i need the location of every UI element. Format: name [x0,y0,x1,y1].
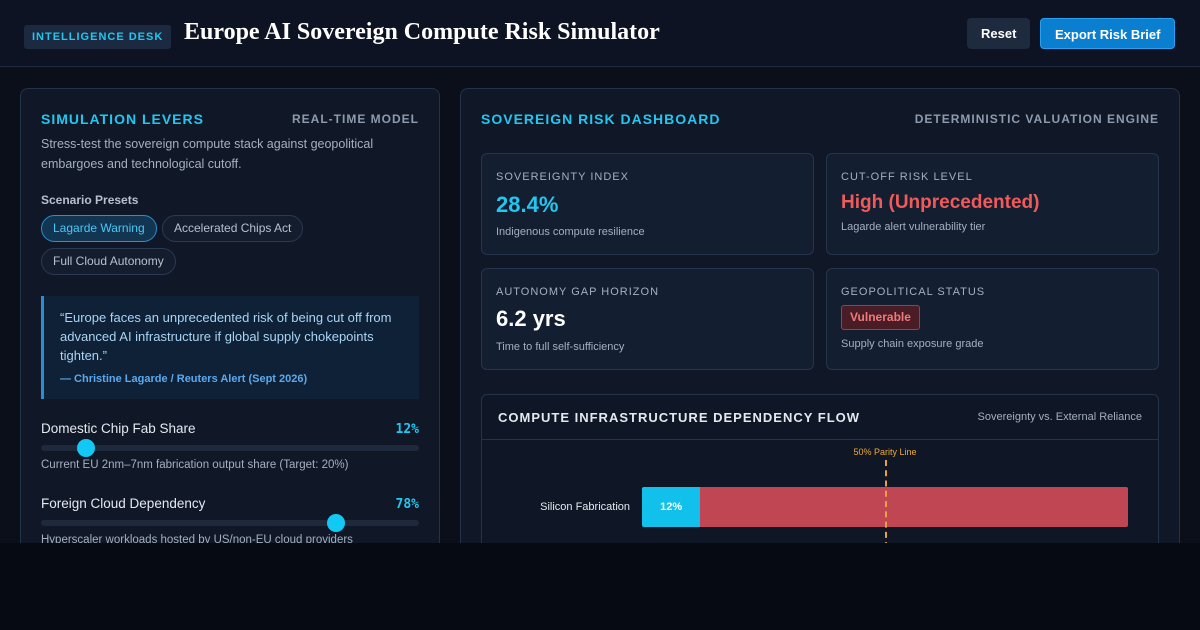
slider-label: Foreign Cloud Dependency [41,496,206,511]
badge: INTELLIGENCE DESK [24,25,172,49]
slider-value: 78% [395,497,419,512]
card-label: AUTONOMY GAP HORIZON [496,286,660,298]
dashboard-panel: SOVEREIGN RISK DASHBOARD DETERMINISTIC V… [460,88,1180,543]
card-note: Time to full self-sufficiency [496,341,625,353]
flow-segment: 12% [642,487,701,527]
status-badge: Vulnerable [841,305,920,330]
export-button[interactable]: Export Risk Brief [1040,18,1176,49]
flow-title: COMPUTE INFRASTRUCTURE DEPENDENCY FLOW [498,410,861,425]
card-value: High (Unprecedented) [841,192,1040,213]
slider-thumb[interactable] [77,439,96,457]
flow-segment [700,487,1128,527]
app: INTELLIGENCE DESK Europe AI Sovereign Co… [0,0,1200,543]
preset-chip[interactable]: Lagarde Warning [41,215,157,242]
slider-thumb[interactable] [326,514,345,532]
presets-label: Scenario Presets [41,193,139,207]
slider-note: Current EU 2nm–7nm fabrication output sh… [41,459,349,471]
card-note: Indigenous compute resilience [496,226,645,238]
slider-track[interactable] [41,514,419,532]
slider-value: 12% [395,422,419,437]
flow-chart: 50% Parity Line Silicon Fabrication 12% [482,440,1158,543]
panel-title: SIMULATION LEVERS [41,111,204,127]
header: INTELLIGENCE DESK Europe AI Sovereign Co… [0,0,1200,67]
card: GEOPOLITICAL STATUS Vulnerable Supply ch… [826,268,1159,370]
slider-note: Hyperscaler workloads hosted by US/non-E… [41,534,353,543]
title: Europe AI Sovereign Compute Risk Simulat… [184,19,660,45]
preset-chip[interactable]: Accelerated Chips Act [162,215,304,242]
quote: “Europe faces an unprecedented risk of b… [41,296,419,399]
panel-tag: DETERMINISTIC VALUATION ENGINE [914,112,1159,126]
parity-line [885,460,887,543]
card-value: 6.2 yrs [496,306,566,331]
card-label: GEOPOLITICAL STATUS [841,286,986,298]
card: SOVEREIGNTY INDEX 28.4% Indigenous compu… [481,153,814,255]
slider-track[interactable] [41,439,419,457]
quote-text: “Europe faces an unprecedented risk of b… [60,310,392,363]
quote-source: — Christine Lagarde / Reuters Alert (Sep… [60,373,308,385]
levers-panel: SIMULATION LEVERS REAL-TIME MODEL Stress… [20,88,440,543]
card-value: 28.4% [496,192,559,217]
row-label: Silicon Fabrication [540,501,630,513]
panel-tag: REAL-TIME MODEL [292,112,419,126]
reset-button[interactable]: Reset [967,18,1031,49]
parity-label: 50% Parity Line [853,447,917,457]
panel-title: SOVEREIGN RISK DASHBOARD [481,111,721,127]
card-label: CUT-OFF RISK LEVEL [841,171,973,183]
flow-subtitle: Sovereignty vs. External Reliance [977,411,1142,423]
card: AUTONOMY GAP HORIZON 6.2 yrs Time to ful… [481,268,814,370]
card-label: SOVEREIGNTY INDEX [496,171,629,183]
description: Stress-test the sovereign compute stack … [41,137,374,171]
card: CUT-OFF RISK LEVEL High (Unprecedented) … [826,153,1159,255]
flow-panel: COMPUTE INFRASTRUCTURE DEPENDENCY FLOW S… [481,394,1159,543]
card-note: Supply chain exposure grade [841,338,984,350]
slider-label: Domestic Chip Fab Share [41,421,196,436]
card-note: Lagarde alert vulnerability tier [841,221,986,233]
preset-chip[interactable]: Full Cloud Autonomy [41,248,176,275]
divider [482,439,1158,440]
